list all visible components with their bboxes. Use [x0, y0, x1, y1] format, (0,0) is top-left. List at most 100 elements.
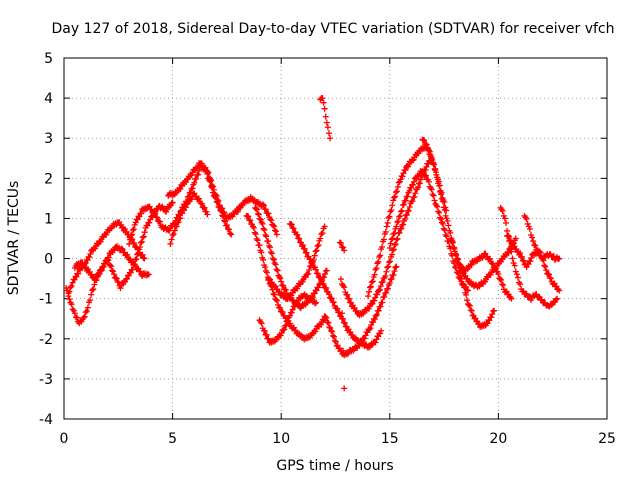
data-point: [268, 250, 275, 257]
data-point: [294, 231, 301, 238]
data-point: [87, 297, 94, 304]
data-point: [204, 211, 211, 218]
data-point: [259, 201, 266, 208]
data-point: [169, 199, 176, 206]
data-point: [265, 210, 272, 217]
data-point: [113, 275, 120, 282]
data-point: [404, 193, 411, 200]
data-point: [495, 271, 502, 278]
data-point: [431, 197, 438, 204]
data-point: [402, 197, 409, 204]
data-point: [379, 278, 386, 285]
data-point: [288, 309, 295, 316]
data-point: [398, 207, 405, 214]
data-point: [399, 173, 406, 180]
data-point: [378, 327, 385, 334]
data-point: [402, 167, 409, 174]
data-point: [252, 231, 259, 238]
data-point: [409, 157, 416, 164]
data-point: [313, 247, 320, 254]
data-point: [328, 295, 335, 302]
data-point: [283, 322, 290, 329]
data-point: [372, 339, 379, 346]
data-point: [392, 264, 399, 271]
data-point: [273, 266, 280, 273]
data-point: [223, 222, 230, 229]
series-track-k: [265, 223, 328, 303]
data-point: [415, 184, 422, 191]
data-point: [469, 312, 476, 319]
data-point: [82, 309, 89, 316]
data-point: [272, 228, 279, 235]
data-point: [258, 320, 265, 327]
data-point: [330, 333, 337, 340]
y-tick-label: 2: [44, 171, 53, 187]
data-point: [175, 219, 182, 226]
data-point: [325, 319, 332, 326]
data-point: [201, 204, 208, 211]
data-point: [530, 238, 537, 245]
data-point: [393, 263, 400, 270]
data-point: [336, 309, 343, 316]
data-point: [212, 194, 219, 201]
data-point: [267, 249, 274, 256]
data-point: [139, 234, 146, 241]
data-point: [256, 215, 263, 222]
data-point: [366, 288, 373, 295]
data-point: [131, 240, 138, 247]
data-point: [428, 154, 435, 161]
series-track-b: [65, 219, 148, 300]
data-point: [375, 307, 382, 314]
data-point: [381, 293, 388, 300]
series-track-u: [456, 250, 515, 302]
data-point: [118, 245, 125, 252]
data-point: [507, 237, 514, 244]
data-point: [373, 265, 380, 272]
data-point: [400, 201, 407, 208]
data-point: [466, 302, 473, 309]
data-point: [434, 174, 441, 181]
data-point: [437, 216, 444, 223]
data-point: [341, 319, 348, 326]
data-point: [262, 206, 269, 213]
data-point: [67, 284, 74, 291]
data-point: [465, 301, 472, 308]
x-tick-label: 20: [489, 431, 507, 447]
data-point: [139, 251, 146, 258]
data-point: [327, 324, 334, 331]
series-track-x: [521, 212, 563, 263]
data-point: [145, 271, 152, 278]
data-point: [372, 312, 379, 319]
data-point: [271, 227, 278, 234]
data-point: [288, 221, 295, 228]
series-track-w: [504, 232, 563, 294]
data-point: [100, 263, 107, 270]
data-point: [274, 297, 281, 304]
data-point: [371, 316, 378, 323]
data-point: [250, 224, 257, 231]
data-point: [323, 314, 330, 321]
data-point: [491, 307, 498, 314]
data-point: [211, 193, 218, 200]
data-point: [505, 250, 512, 257]
data-point: [320, 99, 327, 106]
data-point: [261, 328, 268, 335]
data-point: [509, 255, 516, 262]
data-point: [321, 105, 328, 112]
data-point: [441, 206, 448, 213]
data-point: [137, 244, 144, 251]
series-track-g: [234, 193, 280, 238]
data-point: [262, 268, 269, 275]
data-point: [388, 236, 395, 243]
data-point: [268, 217, 275, 224]
data-point: [253, 206, 260, 213]
data-point: [489, 260, 496, 267]
data-point: [437, 191, 444, 198]
data-point: [339, 315, 346, 322]
data-point: [517, 250, 524, 257]
data-point: [366, 284, 373, 291]
data-point: [260, 202, 267, 209]
data-point: [451, 264, 458, 271]
data-point: [332, 338, 339, 345]
